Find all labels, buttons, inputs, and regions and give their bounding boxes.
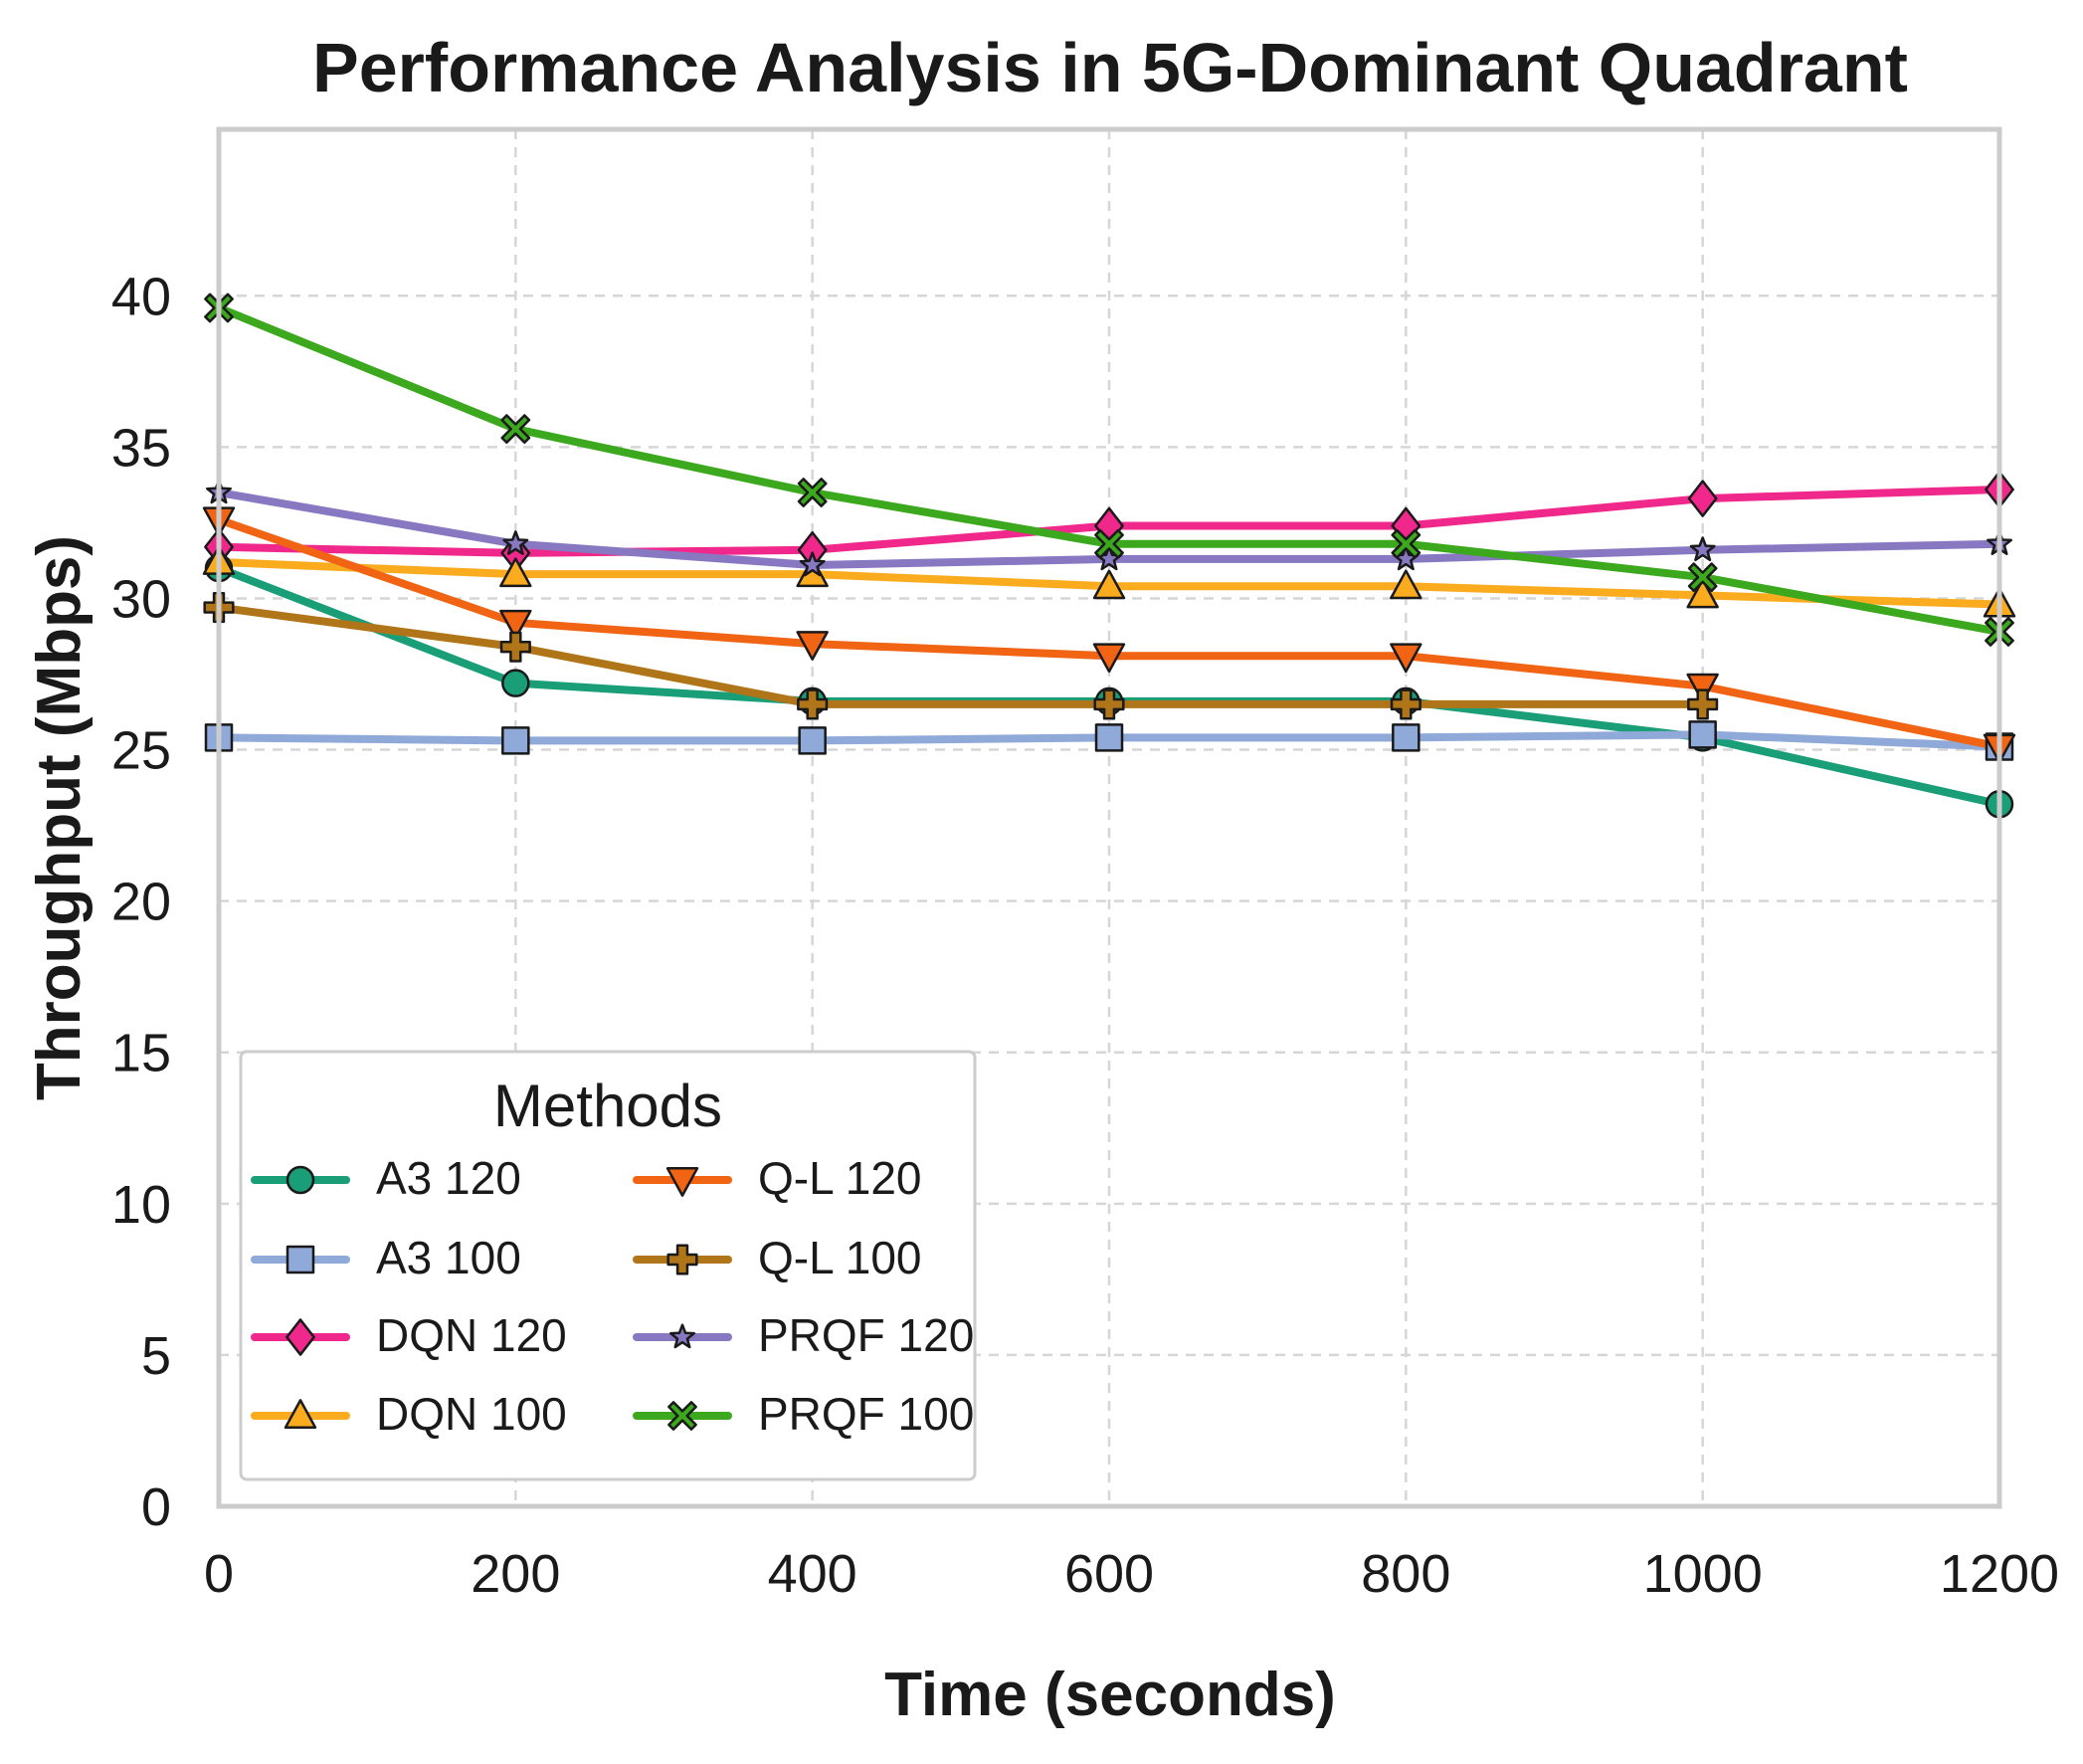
- y-tick-label: 20: [111, 873, 171, 932]
- legend-label: DQN 100: [376, 1388, 567, 1440]
- data-point-prqf-100: [1391, 528, 1421, 559]
- data-point-prqf-100: [500, 414, 531, 445]
- data-point-prqf-120: [1689, 536, 1716, 562]
- data-point-a3-100: [1094, 723, 1124, 752]
- y-tick-label: 30: [111, 569, 171, 629]
- data-point-a3-100: [798, 726, 827, 755]
- legend-marker: [285, 1165, 315, 1195]
- data-point-q-l-100: [1093, 688, 1125, 720]
- data-point-q-l-120: [796, 631, 829, 661]
- data-point-q-l-120: [1686, 673, 1719, 703]
- legend-label: A3 100: [376, 1232, 521, 1283]
- legend-item: A3 120: [251, 1152, 521, 1204]
- y-tick-label: 15: [111, 1024, 171, 1083]
- legend-item: PRQF 100: [633, 1388, 974, 1440]
- legend-label: DQN 120: [376, 1309, 567, 1361]
- y-axis-label: Throughput (Mbps): [25, 535, 94, 1100]
- data-point-a3-100: [1688, 720, 1717, 749]
- x-axis-label: Time (seconds): [884, 1661, 1336, 1729]
- series-line-q-l-100: [215, 603, 1707, 708]
- y-tick-label: 5: [141, 1326, 171, 1386]
- legend-items: A3 120 A3 100 DQN 120 DQN 100 Q-L 120 Q-L 100…: [251, 1152, 974, 1440]
- chart-title: Performance Analysis in 5G-Dominant Quad…: [312, 29, 1908, 106]
- data-point-prqf-100: [797, 478, 828, 507]
- data-point-dqn-100: [1686, 578, 1719, 609]
- data-point-prqf-120: [799, 551, 826, 577]
- plot-frame: [216, 126, 2002, 1509]
- data-point-q-l-100: [797, 688, 829, 720]
- x-tick-label: 600: [1064, 1544, 1154, 1604]
- data-point-q-l-120: [1390, 643, 1422, 674]
- x-tick-label: 1000: [1643, 1544, 1763, 1604]
- data-point-prqf-100: [1687, 562, 1718, 593]
- legend-item: Q-L 100: [633, 1232, 922, 1283]
- legend-label: A3 120: [376, 1152, 521, 1204]
- data-point-prqf-120: [502, 530, 529, 555]
- data-point-dqn-100: [1390, 569, 1422, 600]
- legend-item: DQN 100: [251, 1388, 567, 1440]
- legend-item: PRQF 120: [633, 1309, 974, 1361]
- legend-box: [239, 1050, 977, 1481]
- legend-marker: [284, 1399, 317, 1429]
- x-tick-label: 800: [1361, 1544, 1450, 1604]
- legend-label: Q-L 120: [758, 1152, 922, 1204]
- y-tick-label: 10: [111, 1175, 171, 1235]
- series-markers: [202, 293, 2016, 819]
- x-tick-label: 1200: [1940, 1544, 2059, 1604]
- legend-item: A3 100: [251, 1232, 521, 1283]
- data-point-dqn-100: [499, 557, 532, 588]
- x-tick-label: 200: [471, 1544, 560, 1604]
- data-point-a3-100: [501, 726, 530, 755]
- legend-marker: [665, 1167, 699, 1197]
- legend-marker: [285, 1245, 315, 1274]
- legend-label: Q-L 100: [758, 1232, 922, 1283]
- legend-marker: [669, 1323, 695, 1349]
- data-point-a3-100: [1392, 723, 1420, 752]
- legend-marker: [667, 1401, 697, 1431]
- legend-item: Q-L 120: [633, 1152, 922, 1204]
- legend-label: PRQF 100: [758, 1388, 974, 1440]
- data-point-q-l-100: [1390, 688, 1421, 720]
- x-tick-label: 400: [768, 1544, 857, 1604]
- legend-item: DQN 120: [251, 1309, 567, 1361]
- legend-marker: [666, 1244, 698, 1275]
- legend-title: Methods: [493, 1073, 722, 1139]
- legend-label: PRQF 120: [758, 1309, 974, 1361]
- data-point-dqn-100: [1092, 569, 1126, 600]
- y-tick-label: 40: [111, 267, 171, 326]
- data-point-a3-120: [501, 669, 530, 697]
- y-tick-label: 35: [111, 418, 171, 478]
- data-point-prqf-100: [1094, 528, 1124, 559]
- x-tick-label: 0: [204, 1544, 234, 1604]
- y-tick-label: 0: [141, 1477, 171, 1537]
- data-point-q-l-120: [1092, 643, 1126, 674]
- data-point-q-l-100: [1687, 688, 1719, 720]
- data-point-q-l-120: [499, 609, 532, 640]
- y-tick-label: 25: [111, 721, 171, 781]
- legend: Methods A3 120 A3 100 DQN 120 DQN 100 Q-L 12…: [239, 1050, 977, 1481]
- legend-marker: [285, 1318, 315, 1356]
- data-point-dqn-120: [1687, 480, 1718, 517]
- data-point-q-l-100: [499, 631, 531, 663]
